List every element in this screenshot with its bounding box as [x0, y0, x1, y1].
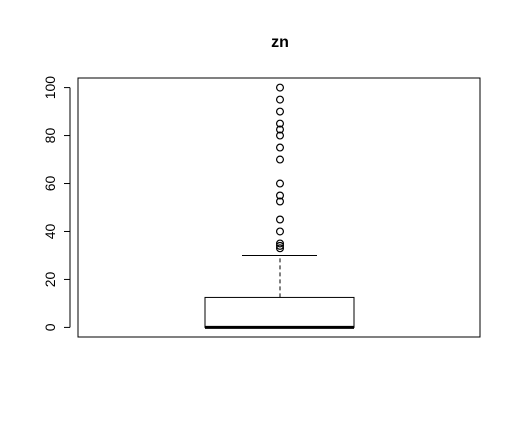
outlier-point	[276, 197, 285, 206]
outlier-point	[276, 83, 285, 92]
outlier-point	[276, 191, 285, 200]
outlier-point	[276, 95, 285, 104]
outlier-point	[276, 244, 285, 253]
y-tick-label: 40	[42, 223, 58, 239]
outlier-point	[276, 239, 285, 248]
y-tick-label: 20	[42, 271, 58, 287]
outlier-point	[276, 215, 285, 224]
y-tick-label: 100	[42, 76, 58, 100]
outlier-point	[276, 107, 285, 116]
outlier-point	[276, 143, 285, 152]
y-tick-label: 0	[42, 323, 58, 331]
outlier-point	[276, 227, 285, 236]
y-axis: 0 20 40 60 80 100	[42, 76, 71, 331]
box-group	[204, 254, 355, 329]
plot-frame	[77, 77, 481, 338]
y-tick-label: 60	[42, 176, 58, 192]
y-tick-label: 80	[42, 128, 58, 144]
outlier-point	[276, 131, 285, 140]
outlier-point	[276, 241, 285, 250]
chart-title: zn	[271, 34, 289, 51]
outlier-point	[276, 125, 285, 134]
outlier-point	[276, 155, 285, 164]
outlier-group	[276, 83, 285, 253]
iqr-box	[204, 296, 355, 328]
outlier-point	[276, 119, 285, 128]
outlier-point	[276, 179, 285, 188]
